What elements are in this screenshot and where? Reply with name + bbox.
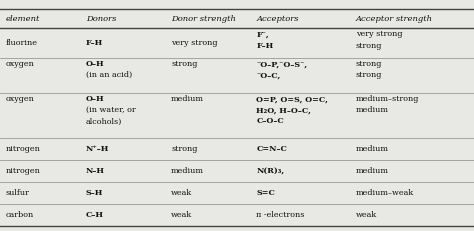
Text: N–H: N–H xyxy=(86,167,105,175)
Text: fluorine: fluorine xyxy=(5,39,37,47)
Text: very strong: very strong xyxy=(356,30,402,39)
Text: oxygen: oxygen xyxy=(5,60,34,68)
Text: nitrogen: nitrogen xyxy=(5,167,40,175)
Text: π -electrons: π -electrons xyxy=(256,211,305,219)
Text: weak: weak xyxy=(171,211,192,219)
Text: element: element xyxy=(5,15,40,23)
Text: strong: strong xyxy=(356,42,383,50)
Text: strong: strong xyxy=(356,71,383,79)
Text: oxygen: oxygen xyxy=(5,95,34,103)
Text: strong: strong xyxy=(356,60,383,68)
Text: strong: strong xyxy=(171,60,198,68)
Text: N⁺–H: N⁺–H xyxy=(86,145,109,153)
Text: carbon: carbon xyxy=(5,211,34,219)
Text: sulfur: sulfur xyxy=(5,189,29,197)
Text: Donors: Donors xyxy=(86,15,116,23)
Text: Acceptors: Acceptors xyxy=(256,15,299,23)
Text: strong: strong xyxy=(171,145,198,153)
Text: ⁻O–C,: ⁻O–C, xyxy=(256,71,281,79)
Text: N(R)₃,: N(R)₃, xyxy=(256,167,284,175)
Text: (in an acid): (in an acid) xyxy=(86,71,132,79)
Text: C–O–C: C–O–C xyxy=(256,117,284,125)
Text: medium: medium xyxy=(171,167,204,175)
Text: F–H: F–H xyxy=(86,39,103,47)
Text: medium–strong: medium–strong xyxy=(356,95,419,103)
Text: S–H: S–H xyxy=(86,189,103,197)
Text: medium: medium xyxy=(356,167,389,175)
Text: F⁻,: F⁻, xyxy=(256,30,269,39)
Text: S=C: S=C xyxy=(256,189,275,197)
Text: H₂O, H–O–C,: H₂O, H–O–C, xyxy=(256,106,311,114)
Text: medium: medium xyxy=(356,145,389,153)
Text: Donor strength: Donor strength xyxy=(171,15,236,23)
Text: Acceptor strength: Acceptor strength xyxy=(356,15,433,23)
Text: medium: medium xyxy=(171,95,204,103)
Text: O–H: O–H xyxy=(86,60,104,68)
Text: O–H: O–H xyxy=(86,95,104,103)
Text: nitrogen: nitrogen xyxy=(5,145,40,153)
Text: medium: medium xyxy=(356,106,389,114)
Text: very strong: very strong xyxy=(171,39,218,47)
Text: ⁻O–P,⁻O–S⁻,: ⁻O–P,⁻O–S⁻, xyxy=(256,60,308,68)
Text: weak: weak xyxy=(356,211,377,219)
Text: weak: weak xyxy=(171,189,192,197)
Text: C=N–C: C=N–C xyxy=(256,145,287,153)
Text: C–H: C–H xyxy=(86,211,104,219)
Text: medium–weak: medium–weak xyxy=(356,189,414,197)
Text: F–H: F–H xyxy=(256,42,273,50)
Text: (in water, or: (in water, or xyxy=(86,106,136,114)
Text: alcohols): alcohols) xyxy=(86,117,122,125)
Text: O=P, O=S, O=C,: O=P, O=S, O=C, xyxy=(256,95,328,103)
